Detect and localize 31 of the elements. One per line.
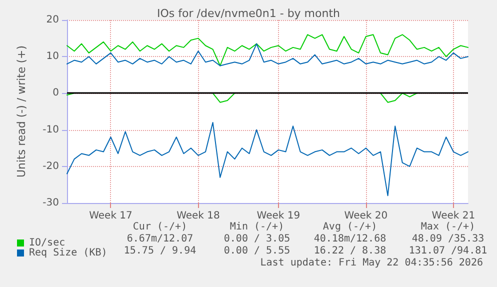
chart-title: IOs for /dev/nvme0n1 - by month <box>156 7 340 20</box>
x-tick-label: Week 19 <box>256 210 300 222</box>
y-tick-label: 20 <box>46 14 59 26</box>
line-series <box>66 34 468 66</box>
text: 0.00 / 5.55 <box>224 246 290 256</box>
text: 131.07 /94.81 <box>408 246 488 256</box>
y-tick-label: 0 <box>52 88 59 99</box>
text: 0.00 / 3.05 <box>224 234 290 244</box>
y-tick-label: -30 <box>42 198 59 208</box>
y-tick-label: -10 <box>42 124 59 136</box>
x-tick-label: Week 18 <box>176 210 220 222</box>
text: Avg (-/+) <box>322 222 378 232</box>
y-tick-label: 10 <box>46 51 59 62</box>
text: Max (-/+) <box>420 222 476 232</box>
text: Min (-/+) <box>230 222 284 232</box>
legend-label: IO/sec <box>29 238 66 248</box>
text: 48.09 /35.33 <box>412 234 484 244</box>
text: Last update: Fri May 22 04:35:56 2026 <box>260 258 483 268</box>
line-series <box>66 43 468 66</box>
text: 15.75 / 9.94 <box>124 246 196 256</box>
legend-label: Req Size (KB) <box>29 248 108 258</box>
line-series <box>66 122 468 196</box>
y-axis-title: Units read (-) / write (+) <box>15 45 28 178</box>
x-tick-label: Week 20 <box>344 210 388 222</box>
text: 40.18m/12.68 <box>314 234 386 244</box>
text: 16.22 / 8.38 <box>314 246 386 256</box>
x-tick-label: Week 21 <box>432 210 476 222</box>
x-tick-label: Week 17 <box>89 210 132 222</box>
text: Cur (-/+) <box>132 222 188 232</box>
text: 6.67m/12.07 <box>126 234 194 244</box>
y-tick-label: -20 <box>42 160 59 172</box>
